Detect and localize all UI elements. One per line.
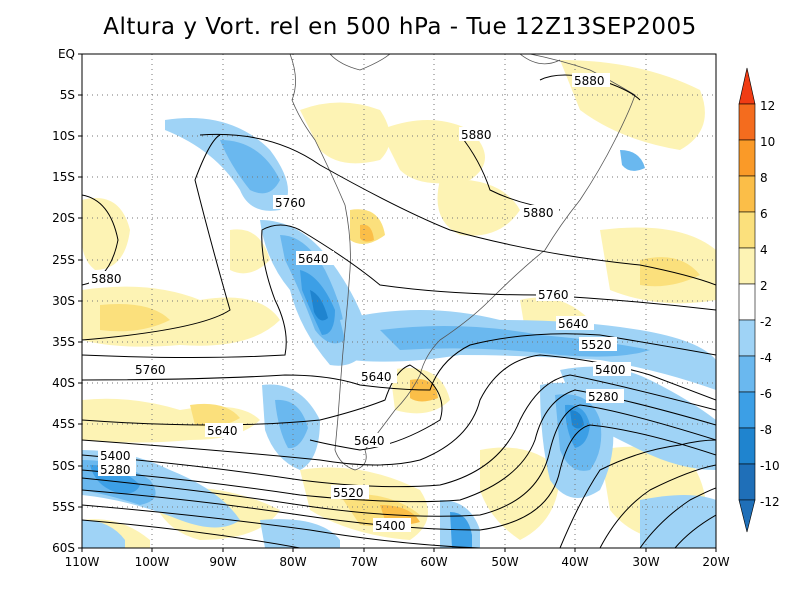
lat-label: 25S <box>52 253 75 267</box>
map-title: Altura y Vort. rel en 500 hPa - Tue 12Z1… <box>103 14 697 40</box>
lon-labels: 110W 100W 90W 80W 70W 60W 50W 40W 30W 20… <box>65 555 730 569</box>
contour-labels: 5880 5880 5880 5880 5760 5760 5760 5640 … <box>89 73 631 533</box>
lat-label: 45S <box>52 417 75 431</box>
contour-label: 5760 <box>135 363 166 377</box>
lon-axis <box>81 548 717 552</box>
lat-axis <box>78 53 82 549</box>
lat-label: 40S <box>52 376 75 390</box>
colorbar-swatch <box>738 463 756 501</box>
lon-label: 110W <box>65 555 100 569</box>
lat-label: 15S <box>52 170 75 184</box>
lon-label: 60W <box>420 555 447 569</box>
colorbar-label: -8 <box>760 423 772 437</box>
colorbar-label: -2 <box>760 315 772 329</box>
contour-label: 5640 <box>298 252 329 266</box>
colorbar-label: 8 <box>760 171 768 185</box>
lon-label: 90W <box>209 555 236 569</box>
lat-labels: EQ 5S 10S 15S 20S 25S 30S 35S 40S 45S 50… <box>52 47 75 555</box>
lat-label: 30S <box>52 294 75 308</box>
lon-label: 100W <box>135 555 170 569</box>
colorbar-label: -10 <box>760 459 780 473</box>
contour-label: 5640 <box>207 424 238 438</box>
colorbar-label: -6 <box>760 387 772 401</box>
colorbar-arrow-bottom <box>738 499 756 533</box>
colorbar-label: 4 <box>760 243 768 257</box>
lat-label: 20S <box>52 211 75 225</box>
colorbar-swatch <box>738 355 756 393</box>
contour-label: 5760 <box>275 196 306 210</box>
lon-label: 80W <box>279 555 306 569</box>
colorbar-arrow-top <box>738 67 756 105</box>
contour-label: 5520 <box>333 486 364 500</box>
colorbar-swatch <box>738 247 756 285</box>
contour-label: 5400 <box>100 449 131 463</box>
contour-label: 5880 <box>461 128 492 142</box>
contour-label: 5280 <box>588 390 619 404</box>
lat-label: 55S <box>52 500 75 514</box>
colorbar-swatch <box>738 319 756 357</box>
colorbar-label: 12 <box>760 99 775 113</box>
contour-label: 5400 <box>595 363 626 377</box>
lat-label: EQ <box>58 47 75 61</box>
lon-label: 40W <box>561 555 588 569</box>
lat-label: 5S <box>60 88 75 102</box>
colorbar-swatch <box>738 427 756 465</box>
contour-label: 5400 <box>375 519 406 533</box>
lon-label: 30W <box>632 555 659 569</box>
contour-label: 5880 <box>91 272 122 286</box>
colorbar-swatch <box>738 283 756 321</box>
colorbar-swatch <box>738 175 756 213</box>
lon-label: 50W <box>491 555 518 569</box>
colorbar-label: -4 <box>760 351 772 365</box>
lon-label: 70W <box>350 555 377 569</box>
lat-label: 50S <box>52 459 75 473</box>
colorbar-label: -12 <box>760 495 780 509</box>
contour-label: 5760 <box>538 288 569 302</box>
contour-label: 5640 <box>354 434 385 448</box>
contour-label: 5640 <box>361 370 392 384</box>
colorbar-label: 6 <box>760 207 768 221</box>
colorbar-label: 10 <box>760 135 775 149</box>
lon-label: 20W <box>702 555 729 569</box>
contour-label: 5640 <box>558 317 589 331</box>
colorbar-label: 2 <box>760 279 768 293</box>
contour-label: 5520 <box>581 338 612 352</box>
colorbar: 12 10 8 6 4 2 -2 -4 -6 -8 -10 -12 <box>738 67 780 533</box>
colorbar-swatch <box>738 391 756 429</box>
colorbar-swatch <box>738 103 756 141</box>
lat-label: 10S <box>52 129 75 143</box>
coastlines <box>289 54 636 471</box>
grid-lines <box>82 54 716 548</box>
colorbar-swatch <box>738 211 756 249</box>
colorbar-swatch <box>738 139 756 177</box>
contour-label: 5880 <box>574 74 605 88</box>
lat-label: 35S <box>52 335 75 349</box>
contour-label: 5280 <box>100 463 131 477</box>
lat-label: 60S <box>52 541 75 555</box>
contour-label: 5880 <box>523 206 554 220</box>
vorticity-shading <box>82 60 716 548</box>
